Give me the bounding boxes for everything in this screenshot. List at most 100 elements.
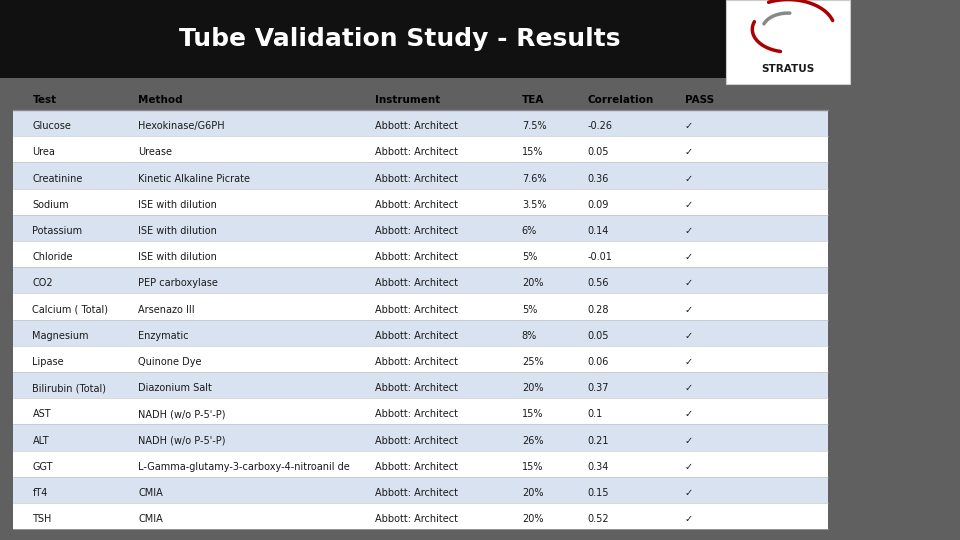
- Text: ✓: ✓: [684, 488, 693, 498]
- Text: 25%: 25%: [522, 357, 543, 367]
- Text: CMIA: CMIA: [138, 514, 163, 524]
- Bar: [12, 136, 828, 163]
- Text: Potassium: Potassium: [33, 226, 83, 236]
- Text: Abbott: Architect: Abbott: Architect: [375, 488, 458, 498]
- Text: 0.1: 0.1: [588, 409, 602, 420]
- Text: ✓: ✓: [684, 147, 693, 157]
- Text: Glucose: Glucose: [33, 121, 71, 131]
- Text: Diazonium Salt: Diazonium Salt: [138, 383, 212, 393]
- Text: ✓: ✓: [684, 514, 693, 524]
- Text: 0.15: 0.15: [588, 488, 609, 498]
- Text: Bilirubin (Total): Bilirubin (Total): [33, 383, 107, 393]
- Bar: [12, 450, 828, 477]
- Text: ALT: ALT: [33, 436, 49, 446]
- Text: Abbott: Architect: Abbott: Architect: [375, 252, 458, 262]
- Text: 0.21: 0.21: [588, 436, 609, 446]
- Text: Calcium ( Total): Calcium ( Total): [33, 305, 108, 315]
- Bar: [12, 372, 828, 398]
- Bar: [12, 163, 828, 188]
- Text: -0.26: -0.26: [588, 121, 612, 131]
- Text: 0.37: 0.37: [588, 383, 609, 393]
- Text: 0.05: 0.05: [588, 331, 609, 341]
- Text: Tube Validation Study - Results: Tube Validation Study - Results: [179, 27, 620, 51]
- Text: ✓: ✓: [684, 121, 693, 131]
- Text: Enzymatic: Enzymatic: [138, 331, 189, 341]
- Text: 15%: 15%: [522, 147, 543, 157]
- Text: Abbott: Architect: Abbott: Architect: [375, 200, 458, 210]
- Text: Abbott: Architect: Abbott: Architect: [375, 173, 458, 184]
- Text: Arsenazo III: Arsenazo III: [138, 305, 195, 315]
- Text: -0.01: -0.01: [588, 252, 612, 262]
- Text: TSH: TSH: [33, 514, 52, 524]
- Text: 0.36: 0.36: [588, 173, 609, 184]
- Text: PEP carboxylase: PEP carboxylase: [138, 279, 218, 288]
- Text: 8%: 8%: [522, 331, 537, 341]
- Text: Kinetic Alkaline Picrate: Kinetic Alkaline Picrate: [138, 173, 251, 184]
- Text: CMIA: CMIA: [138, 488, 163, 498]
- Text: Abbott: Architect: Abbott: Architect: [375, 462, 458, 472]
- Text: ✓: ✓: [684, 252, 693, 262]
- Text: Abbott: Architect: Abbott: Architect: [375, 147, 458, 157]
- Bar: [12, 241, 828, 267]
- Text: ✓: ✓: [684, 173, 693, 184]
- Text: fT4: fT4: [33, 488, 48, 498]
- Bar: [12, 110, 828, 136]
- Text: Urea: Urea: [33, 147, 56, 157]
- Text: Abbott: Architect: Abbott: Architect: [375, 357, 458, 367]
- Text: 0.05: 0.05: [588, 147, 609, 157]
- Text: ✓: ✓: [684, 305, 693, 315]
- Text: 7.6%: 7.6%: [522, 173, 546, 184]
- Text: Sodium: Sodium: [33, 200, 69, 210]
- Text: Hexokinase/G6PH: Hexokinase/G6PH: [138, 121, 225, 131]
- Text: PASS: PASS: [684, 95, 714, 105]
- Text: NADH (w/o P-5'-P): NADH (w/o P-5'-P): [138, 409, 226, 420]
- Text: 0.52: 0.52: [588, 514, 609, 524]
- Bar: [0, 0, 850, 78]
- Text: ISE with dilution: ISE with dilution: [138, 226, 217, 236]
- Text: ISE with dilution: ISE with dilution: [138, 252, 217, 262]
- Text: 26%: 26%: [522, 436, 543, 446]
- Text: 7.5%: 7.5%: [522, 121, 546, 131]
- Text: Correlation: Correlation: [588, 95, 654, 105]
- Text: Abbott: Architect: Abbott: Architect: [375, 383, 458, 393]
- Text: Method: Method: [138, 95, 183, 105]
- Text: Test: Test: [33, 95, 57, 105]
- Text: 0.09: 0.09: [588, 200, 609, 210]
- Bar: [12, 503, 828, 529]
- Bar: [12, 267, 828, 293]
- Text: ✓: ✓: [684, 409, 693, 420]
- Bar: [12, 293, 828, 320]
- Text: 0.14: 0.14: [588, 226, 609, 236]
- Text: ✓: ✓: [684, 383, 693, 393]
- Text: 5%: 5%: [522, 252, 538, 262]
- Text: 3.5%: 3.5%: [522, 200, 546, 210]
- Bar: [727, 0, 850, 84]
- Text: 0.56: 0.56: [588, 279, 609, 288]
- Text: Instrument: Instrument: [375, 95, 441, 105]
- Text: 15%: 15%: [522, 462, 543, 472]
- Text: ✓: ✓: [684, 226, 693, 236]
- Bar: [12, 424, 828, 450]
- Text: 0.06: 0.06: [588, 357, 609, 367]
- Text: Chloride: Chloride: [33, 252, 73, 262]
- Text: Abbott: Architect: Abbott: Architect: [375, 436, 458, 446]
- Bar: [12, 398, 828, 424]
- Text: 0.28: 0.28: [588, 305, 609, 315]
- Bar: [12, 215, 828, 241]
- Text: 20%: 20%: [522, 514, 543, 524]
- Text: ✓: ✓: [684, 357, 693, 367]
- Text: Lipase: Lipase: [33, 357, 64, 367]
- Bar: [12, 188, 828, 215]
- Text: Magnesium: Magnesium: [33, 331, 89, 341]
- Text: Abbott: Architect: Abbott: Architect: [375, 409, 458, 420]
- Text: 20%: 20%: [522, 488, 543, 498]
- Text: ✓: ✓: [684, 331, 693, 341]
- Text: L-Gamma-glutamy-3-carboxy-4-nitroanil de: L-Gamma-glutamy-3-carboxy-4-nitroanil de: [138, 462, 350, 472]
- Text: ✓: ✓: [684, 462, 693, 472]
- Text: Abbott: Architect: Abbott: Architect: [375, 514, 458, 524]
- Text: STRATUS: STRATUS: [761, 64, 815, 73]
- Text: Abbott: Architect: Abbott: Architect: [375, 331, 458, 341]
- Text: 0.34: 0.34: [588, 462, 609, 472]
- Text: ✓: ✓: [684, 436, 693, 446]
- Bar: [12, 320, 828, 346]
